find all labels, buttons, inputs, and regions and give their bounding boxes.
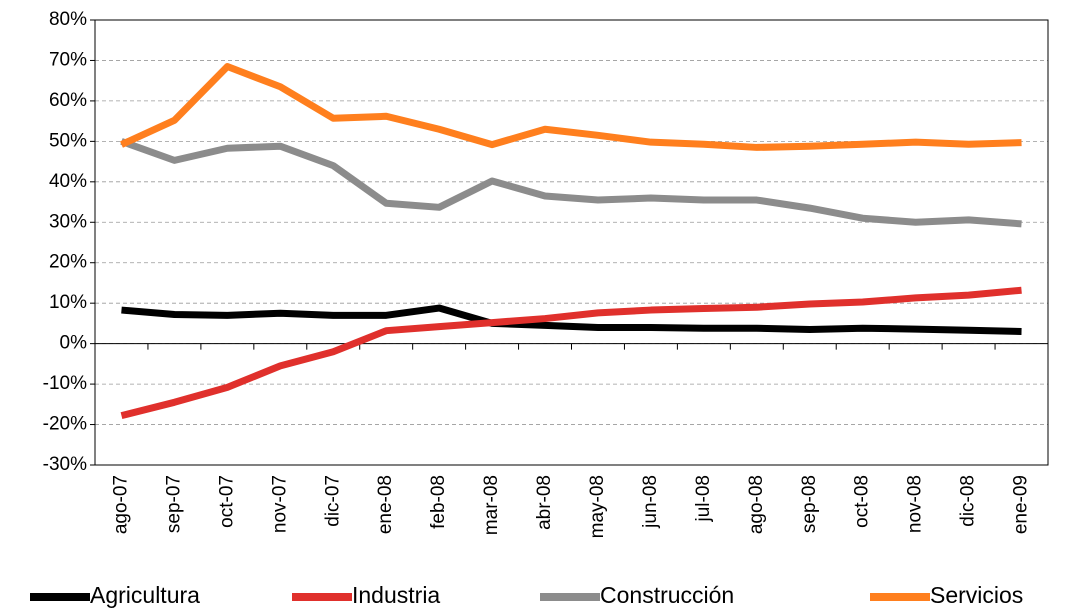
x-tick-label: ene-08 [375, 475, 396, 534]
legend-label: Industria [352, 582, 440, 608]
y-tick-label: -30% [43, 454, 87, 475]
x-tick-label: nov-07 [269, 475, 290, 533]
legend-label: Servicios [930, 582, 1023, 608]
y-tick-label: 30% [49, 211, 87, 232]
y-tick-label: 60% [49, 90, 87, 111]
x-tick-label: sep-07 [163, 475, 184, 533]
x-tick-label: jul-08 [693, 475, 714, 522]
x-tick-label: jun-08 [640, 475, 661, 529]
series-line [121, 304, 1022, 335]
y-tick-label: -10% [43, 373, 87, 394]
x-tick-label: nov-08 [905, 475, 926, 533]
series-line [120, 138, 1022, 228]
y-tick-label: -20% [43, 414, 87, 435]
x-tick-label: dic-07 [322, 475, 343, 527]
x-tick-label: abr-08 [534, 475, 555, 530]
y-tick-label: 70% [49, 49, 87, 70]
legend-label: Construcción [600, 582, 734, 608]
plot-border [94, 19, 1049, 466]
legend-label: Agricultura [90, 582, 200, 608]
y-tick-label: 80% [49, 9, 87, 30]
x-tick-label: oct-08 [852, 475, 873, 528]
x-tick-label: feb-08 [428, 475, 449, 529]
x-tick-label: dic-08 [958, 475, 979, 527]
y-tick-label: 50% [49, 130, 87, 151]
x-tick-label: ago-08 [746, 475, 767, 534]
x-tick-label: may-08 [587, 475, 608, 538]
series-line [120, 63, 1022, 151]
x-tick-label: sep-08 [799, 475, 820, 533]
x-tick-label: ene-09 [1011, 475, 1032, 534]
y-tick-label: 10% [49, 292, 87, 313]
y-tick-label: 20% [49, 252, 87, 273]
x-tick-label: ago-07 [110, 475, 131, 534]
x-tick-label: mar-08 [481, 475, 502, 535]
y-tick-label: 40% [49, 171, 87, 192]
y-tick-label: 0% [60, 333, 88, 354]
x-tick-label: oct-07 [216, 475, 237, 528]
series-line [120, 286, 1022, 420]
